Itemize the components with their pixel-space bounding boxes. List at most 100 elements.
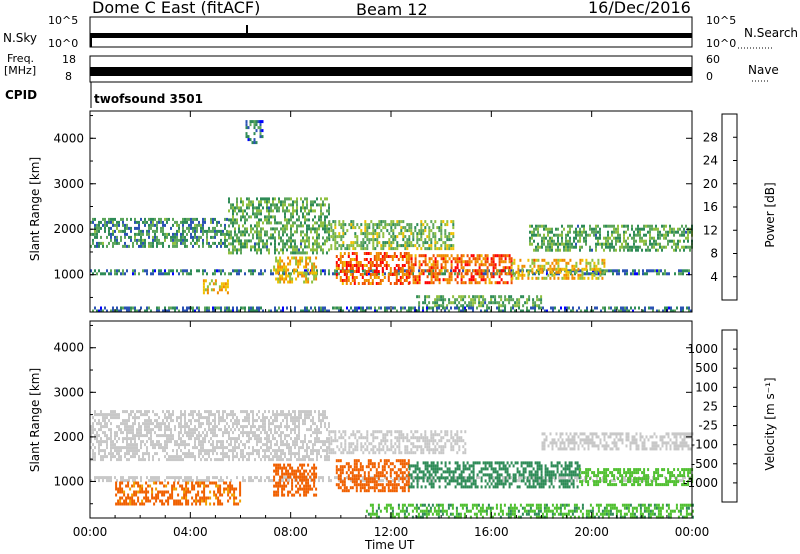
power-cell — [583, 276, 586, 280]
power-cell — [102, 244, 104, 248]
power-cell — [531, 261, 534, 265]
velocity-cell — [561, 441, 564, 445]
power-cell — [240, 209, 242, 213]
velocity-cell — [549, 441, 552, 445]
nave-tick-top: 60 — [706, 53, 720, 66]
power-cell — [458, 295, 461, 299]
power-cell — [230, 221, 232, 225]
power-cell — [292, 248, 294, 252]
power-cell — [204, 217, 206, 221]
power-cell — [661, 245, 663, 249]
power-cell — [186, 272, 188, 276]
power-cell — [262, 245, 264, 249]
power-cell — [335, 273, 338, 276]
velocity-cell — [366, 445, 369, 449]
power-cell — [386, 309, 388, 313]
power-cell — [288, 236, 290, 240]
power-cell — [120, 309, 122, 313]
power-cell — [150, 272, 152, 276]
velocity-cell — [252, 410, 254, 414]
power-cell — [332, 235, 335, 239]
velocity-cell — [290, 437, 292, 441]
power-cell — [274, 218, 276, 222]
power-cell — [250, 203, 252, 207]
power-cell — [533, 239, 535, 243]
velocity-cell — [104, 419, 106, 423]
velocity-cell — [332, 439, 335, 443]
velocity-cell — [390, 430, 393, 434]
velocity-cell — [106, 413, 108, 417]
power-cell — [224, 241, 226, 245]
velocity-cell — [216, 458, 218, 462]
power-cell — [182, 226, 184, 230]
power-cell — [230, 309, 232, 313]
power-cell — [559, 233, 561, 237]
power-cell — [420, 226, 423, 230]
power-cell — [357, 270, 360, 273]
velocity-cell — [352, 433, 355, 437]
power-cell — [478, 281, 481, 285]
power-cell — [472, 309, 474, 313]
power-cell — [608, 269, 610, 273]
velocity-cell — [332, 448, 335, 452]
power-cell — [611, 245, 613, 249]
power-cell — [164, 269, 166, 273]
power-cell — [665, 236, 667, 240]
power-cell — [306, 245, 308, 249]
power-cell — [248, 215, 250, 219]
power-cell — [335, 264, 338, 267]
power-cell — [406, 223, 409, 227]
power-cell — [369, 252, 372, 255]
velocity-cell — [144, 452, 146, 456]
power-cell — [408, 257, 411, 261]
power-cell — [416, 281, 419, 285]
velocity-cell — [430, 430, 433, 434]
power-cell — [320, 206, 322, 210]
power-cell — [280, 200, 282, 204]
power-cell — [557, 248, 559, 252]
power-cell — [182, 220, 184, 224]
power-cell — [476, 306, 478, 310]
power-cell — [502, 254, 505, 258]
velocity-cell — [146, 419, 148, 423]
power-cell — [534, 301, 537, 305]
velocity-cell — [304, 419, 306, 423]
power-cell — [304, 206, 306, 210]
power-cell — [490, 295, 493, 299]
power-cell — [104, 217, 106, 221]
velocity-cell — [246, 434, 248, 438]
power-cell — [391, 258, 394, 261]
power-cell — [341, 279, 344, 282]
power-cell — [430, 220, 433, 224]
power-cell — [448, 309, 450, 313]
power-cell — [224, 309, 226, 313]
velocity-cell — [266, 443, 268, 447]
velocity-cell — [226, 431, 228, 435]
power-cell — [259, 129, 262, 133]
velocity-cell — [322, 440, 324, 444]
power-cell — [286, 218, 288, 222]
power-cell — [607, 233, 609, 237]
velocity-cell — [90, 437, 92, 441]
velocity-cell — [444, 445, 447, 449]
power-cell — [332, 272, 334, 276]
power-cell — [639, 227, 641, 231]
power-cell — [486, 257, 489, 261]
velocity-cell — [396, 436, 399, 440]
velocity-cell — [362, 436, 365, 440]
velocity-cell — [318, 449, 320, 453]
velocity-cell — [266, 431, 268, 435]
velocity-cell — [114, 446, 116, 450]
power-cell — [541, 270, 544, 274]
power-cell — [248, 203, 250, 207]
power-cell — [294, 306, 296, 310]
velocity-cell — [206, 419, 208, 423]
power-cell — [615, 230, 617, 234]
power-cell — [278, 200, 280, 204]
power-ytick-label-2000: 2000 — [53, 222, 84, 236]
power-cell — [182, 235, 184, 239]
power-cell — [276, 203, 278, 207]
power-cell — [547, 242, 549, 246]
power-cell — [108, 217, 110, 221]
velocity-cell — [106, 422, 108, 426]
